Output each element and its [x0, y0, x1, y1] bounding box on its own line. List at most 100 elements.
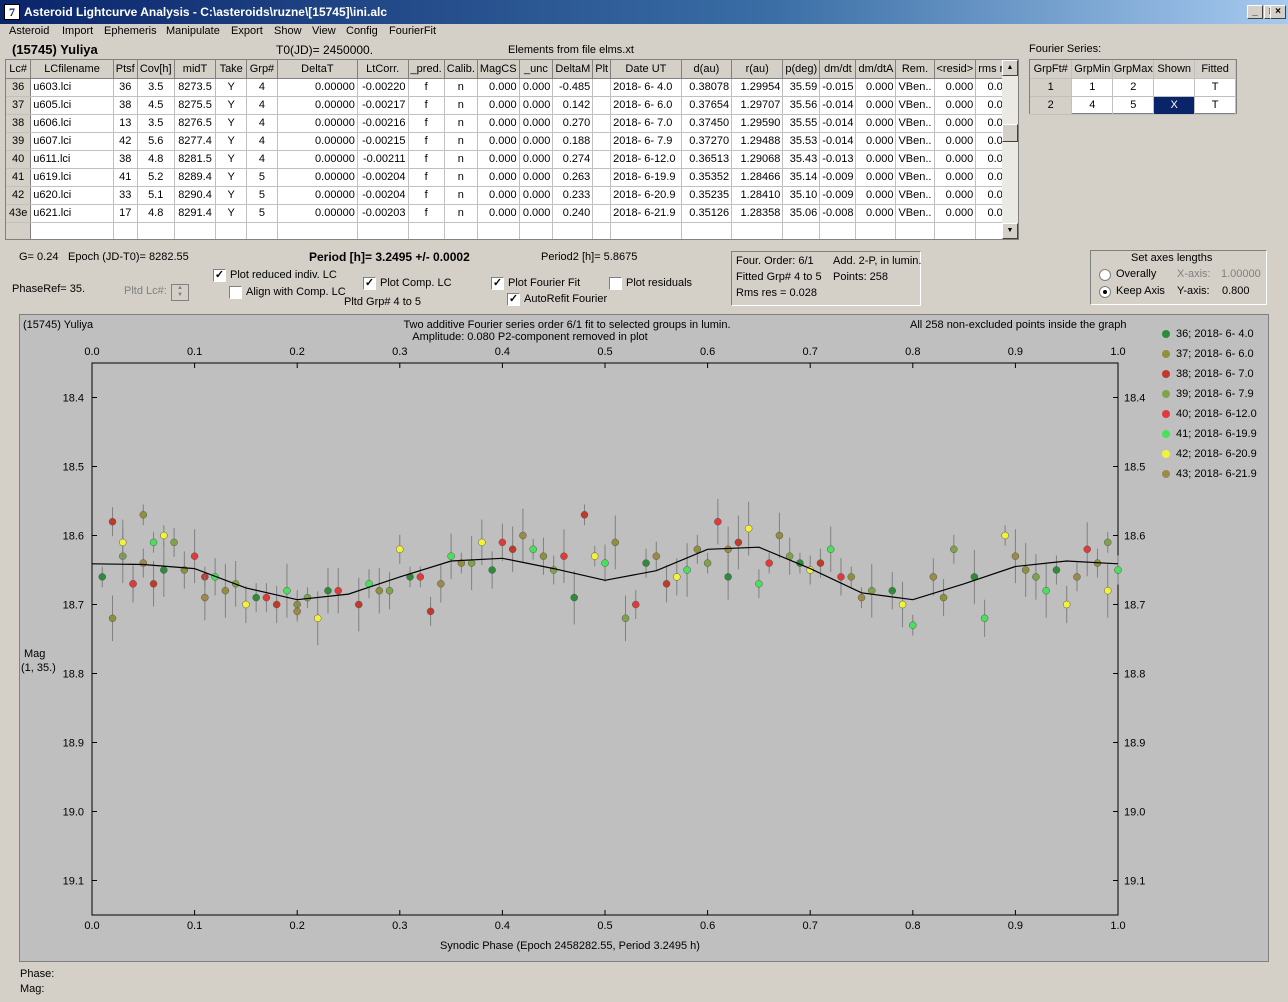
table-cell[interactable]: Y: [215, 204, 248, 223]
table-cell[interactable]: f: [408, 96, 445, 115]
table-cell[interactable]: 35.43: [782, 150, 821, 169]
table-cell[interactable]: 5: [1112, 96, 1155, 115]
lc-column-header[interactable]: DeltaM: [552, 60, 594, 79]
table-row[interactable]: 37 u605.lci 38 4.5 8275.5 Y 4 0.00000 -0.00217 f n…: [6, 96, 1018, 115]
table-cell[interactable]: -0.014: [819, 132, 857, 151]
table-cell[interactable]: VBen..: [895, 78, 935, 97]
table-cell[interactable]: [1153, 78, 1196, 97]
table-cell[interactable]: 0.274: [552, 150, 594, 169]
row-header-cell[interactable]: 41: [6, 168, 32, 187]
table-cell[interactable]: 0.240: [552, 204, 594, 223]
table-cell[interactable]: 35.14: [782, 168, 821, 187]
menu-show[interactable]: Show: [274, 25, 302, 37]
lc-column-header[interactable]: Lc#: [6, 60, 32, 79]
table-cell[interactable]: 35.06: [782, 204, 821, 223]
table-cell[interactable]: 2: [1112, 78, 1155, 97]
minimize-button[interactable]: _: [1247, 5, 1263, 19]
table-cell[interactable]: 0.000: [519, 132, 554, 151]
table-cell[interactable]: -0.00211: [357, 150, 409, 169]
table-cell[interactable]: 0.000: [934, 150, 977, 169]
table-cell[interactable]: -0.015: [819, 78, 857, 97]
table-cell[interactable]: 0.00000: [277, 78, 358, 97]
table-cell[interactable]: 0.35235: [681, 186, 733, 205]
table-cell[interactable]: [444, 222, 478, 239]
table-cell[interactable]: n: [444, 78, 478, 97]
table-cell[interactable]: 2018- 6- 7.0: [610, 114, 682, 133]
scroll-up-icon[interactable]: ▲: [1002, 60, 1018, 76]
table-cell[interactable]: -0.00204: [357, 186, 409, 205]
table-cell[interactable]: u603.lci: [30, 78, 114, 97]
lc-column-header[interactable]: DeltaT: [277, 60, 358, 79]
table-cell[interactable]: 3.5: [137, 78, 175, 97]
table-cell[interactable]: 2018- 6- 4.0: [610, 78, 682, 97]
menu-ephemeris[interactable]: Ephemeris: [104, 25, 157, 37]
table-cell[interactable]: 0.000: [519, 168, 554, 187]
lc-column-header[interactable]: _pred.: [408, 60, 445, 79]
table-cell[interactable]: [477, 222, 520, 239]
table-cell[interactable]: 1.28466: [731, 168, 784, 187]
table-cell[interactable]: 17: [113, 204, 138, 223]
table-cell[interactable]: [30, 222, 114, 239]
table-cell[interactable]: 0.000: [519, 78, 554, 97]
table-cell[interactable]: 0.000: [855, 186, 897, 205]
lc-column-header[interactable]: Calib.: [444, 60, 478, 79]
table-cell[interactable]: [552, 222, 594, 239]
table-cell[interactable]: 2018- 6- 6.0: [610, 96, 682, 115]
table-cell[interactable]: X: [1153, 96, 1196, 115]
table-cell[interactable]: 0.000: [934, 168, 977, 187]
table-cell[interactable]: 35.53: [782, 132, 821, 151]
table-cell[interactable]: [408, 222, 445, 239]
table-scrollbar[interactable]: ▲ ▼: [1002, 60, 1018, 239]
table-cell[interactable]: T: [1194, 78, 1236, 97]
table-cell[interactable]: 0.00000: [277, 114, 358, 133]
fourier-column-header[interactable]: GrpFt#: [1030, 60, 1073, 79]
lc-column-header[interactable]: Ptsf: [113, 60, 138, 79]
table-cell[interactable]: Y: [215, 168, 248, 187]
table-cell[interactable]: 4: [246, 96, 278, 115]
table-cell[interactable]: -0.014: [819, 114, 857, 133]
table-cell[interactable]: 38: [113, 96, 138, 115]
keep-axis-radio[interactable]: [1099, 286, 1111, 298]
table-cell[interactable]: -0.014: [819, 96, 857, 115]
table-cell[interactable]: 2018- 6-20.9: [610, 186, 682, 205]
table-cell[interactable]: 2018- 6-21.9: [610, 204, 682, 223]
table-cell[interactable]: -0.00220: [357, 78, 409, 97]
table-cell[interactable]: Y: [215, 186, 248, 205]
table-cell[interactable]: f: [408, 132, 445, 151]
table-cell[interactable]: 0.000: [477, 78, 520, 97]
table-cell[interactable]: 0.000: [934, 96, 977, 115]
menu-import[interactable]: Import: [62, 25, 94, 37]
table-cell[interactable]: -0.013: [819, 150, 857, 169]
table-cell[interactable]: u607.lci: [30, 132, 114, 151]
table-cell[interactable]: 0.000: [519, 204, 554, 223]
lc-column-header[interactable]: d(au): [681, 60, 733, 79]
table-cell[interactable]: 2018- 6- 7.9: [610, 132, 682, 151]
table-cell[interactable]: 0.00000: [277, 150, 358, 169]
table-cell[interactable]: n: [444, 186, 478, 205]
table-cell[interactable]: 1.29590: [731, 114, 784, 133]
table-cell[interactable]: 4.8: [137, 204, 175, 223]
table-cell[interactable]: u611.lci: [30, 150, 114, 169]
table-cell[interactable]: [681, 222, 733, 239]
table-cell[interactable]: 4: [246, 150, 278, 169]
table-cell[interactable]: f: [408, 186, 445, 205]
menu-export[interactable]: Export: [231, 25, 263, 37]
table-cell[interactable]: 5.2: [137, 168, 175, 187]
lc-column-header[interactable]: LtCorr.: [357, 60, 409, 79]
align-comp-checkbox[interactable]: [229, 286, 242, 299]
table-cell[interactable]: 1: [1071, 78, 1114, 97]
table-cell[interactable]: 1.28358: [731, 204, 784, 223]
table-cell[interactable]: [519, 222, 554, 239]
table-cell[interactable]: -0.008: [819, 204, 857, 223]
row-header-cell[interactable]: 1: [1030, 78, 1073, 97]
lightcurve-table[interactable]: Lc# LCfilename Ptsf Cov[h] midT Take Grp# Delta…: [5, 59, 1019, 240]
table-cell[interactable]: f: [408, 114, 445, 133]
table-cell[interactable]: 0.000: [477, 114, 520, 133]
table-cell[interactable]: n: [444, 132, 478, 151]
table-cell[interactable]: 0.000: [855, 96, 897, 115]
lc-column-header[interactable]: Rem.: [895, 60, 935, 79]
table-cell[interactable]: 0.270: [552, 114, 594, 133]
table-cell[interactable]: 0.35352: [681, 168, 733, 187]
